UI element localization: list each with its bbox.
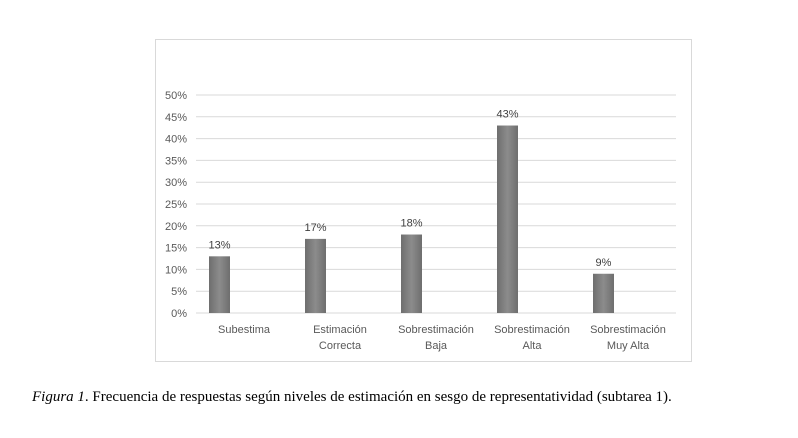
bar — [209, 256, 230, 313]
figure-caption: Figura 1. Frecuencia de respuestas según… — [32, 387, 780, 407]
y-tick-label: 50% — [165, 90, 187, 102]
category-label: Alta — [523, 340, 543, 352]
y-tick-label: 25% — [165, 199, 187, 211]
data-label: 9% — [596, 257, 612, 269]
category-label: Sobrestimación — [494, 324, 570, 336]
bar — [593, 273, 614, 313]
y-tick-label: 35% — [165, 155, 187, 167]
x-axis-category-labels: Subestima Estimación Correcta Sobrestimació… — [218, 324, 666, 352]
category-label: Correcta — [319, 340, 362, 352]
bar — [497, 125, 518, 314]
gridlines — [196, 94, 676, 314]
category-label: Sobrestimación — [398, 324, 474, 336]
data-labels: 13% 17% 18% 43% 9% — [208, 109, 611, 269]
category-label: Sobrestimación — [590, 324, 666, 336]
category-label: Baja — [425, 340, 448, 352]
bars — [209, 125, 614, 314]
data-label: 43% — [496, 109, 518, 121]
y-tick-label: 0% — [171, 308, 187, 320]
figure-label: Figura 1 — [32, 389, 85, 405]
y-tick-label: 30% — [165, 177, 187, 189]
category-label: Muy Alta — [607, 340, 650, 352]
category-label: Subestima — [218, 324, 271, 336]
bar — [305, 238, 326, 313]
data-label: 17% — [304, 222, 326, 234]
y-axis-tick-labels: 0% 5% 10% 15% 20% 25% 30% 35% 40% 45% 50% — [165, 90, 187, 320]
caption-text: . Frecuencia de respuestas según niveles… — [84, 389, 672, 405]
bar — [401, 234, 422, 313]
y-tick-label: 5% — [171, 286, 187, 298]
data-label: 13% — [208, 239, 230, 251]
category-label: Estimación — [313, 324, 367, 336]
data-label: 18% — [400, 218, 422, 230]
y-tick-label: 45% — [165, 112, 187, 124]
y-tick-label: 20% — [165, 221, 187, 233]
y-tick-label: 15% — [165, 243, 187, 255]
chart-frame: 0% 5% 10% 15% 20% 25% 30% 35% 40% 45% 50% 13% 17% 18… — [155, 39, 692, 362]
y-tick-label: 10% — [165, 264, 187, 276]
y-tick-label: 40% — [165, 134, 187, 146]
bar-chart: 0% 5% 10% 15% 20% 25% 30% 35% 40% 45% 50% 13% 17% 18… — [165, 90, 676, 352]
